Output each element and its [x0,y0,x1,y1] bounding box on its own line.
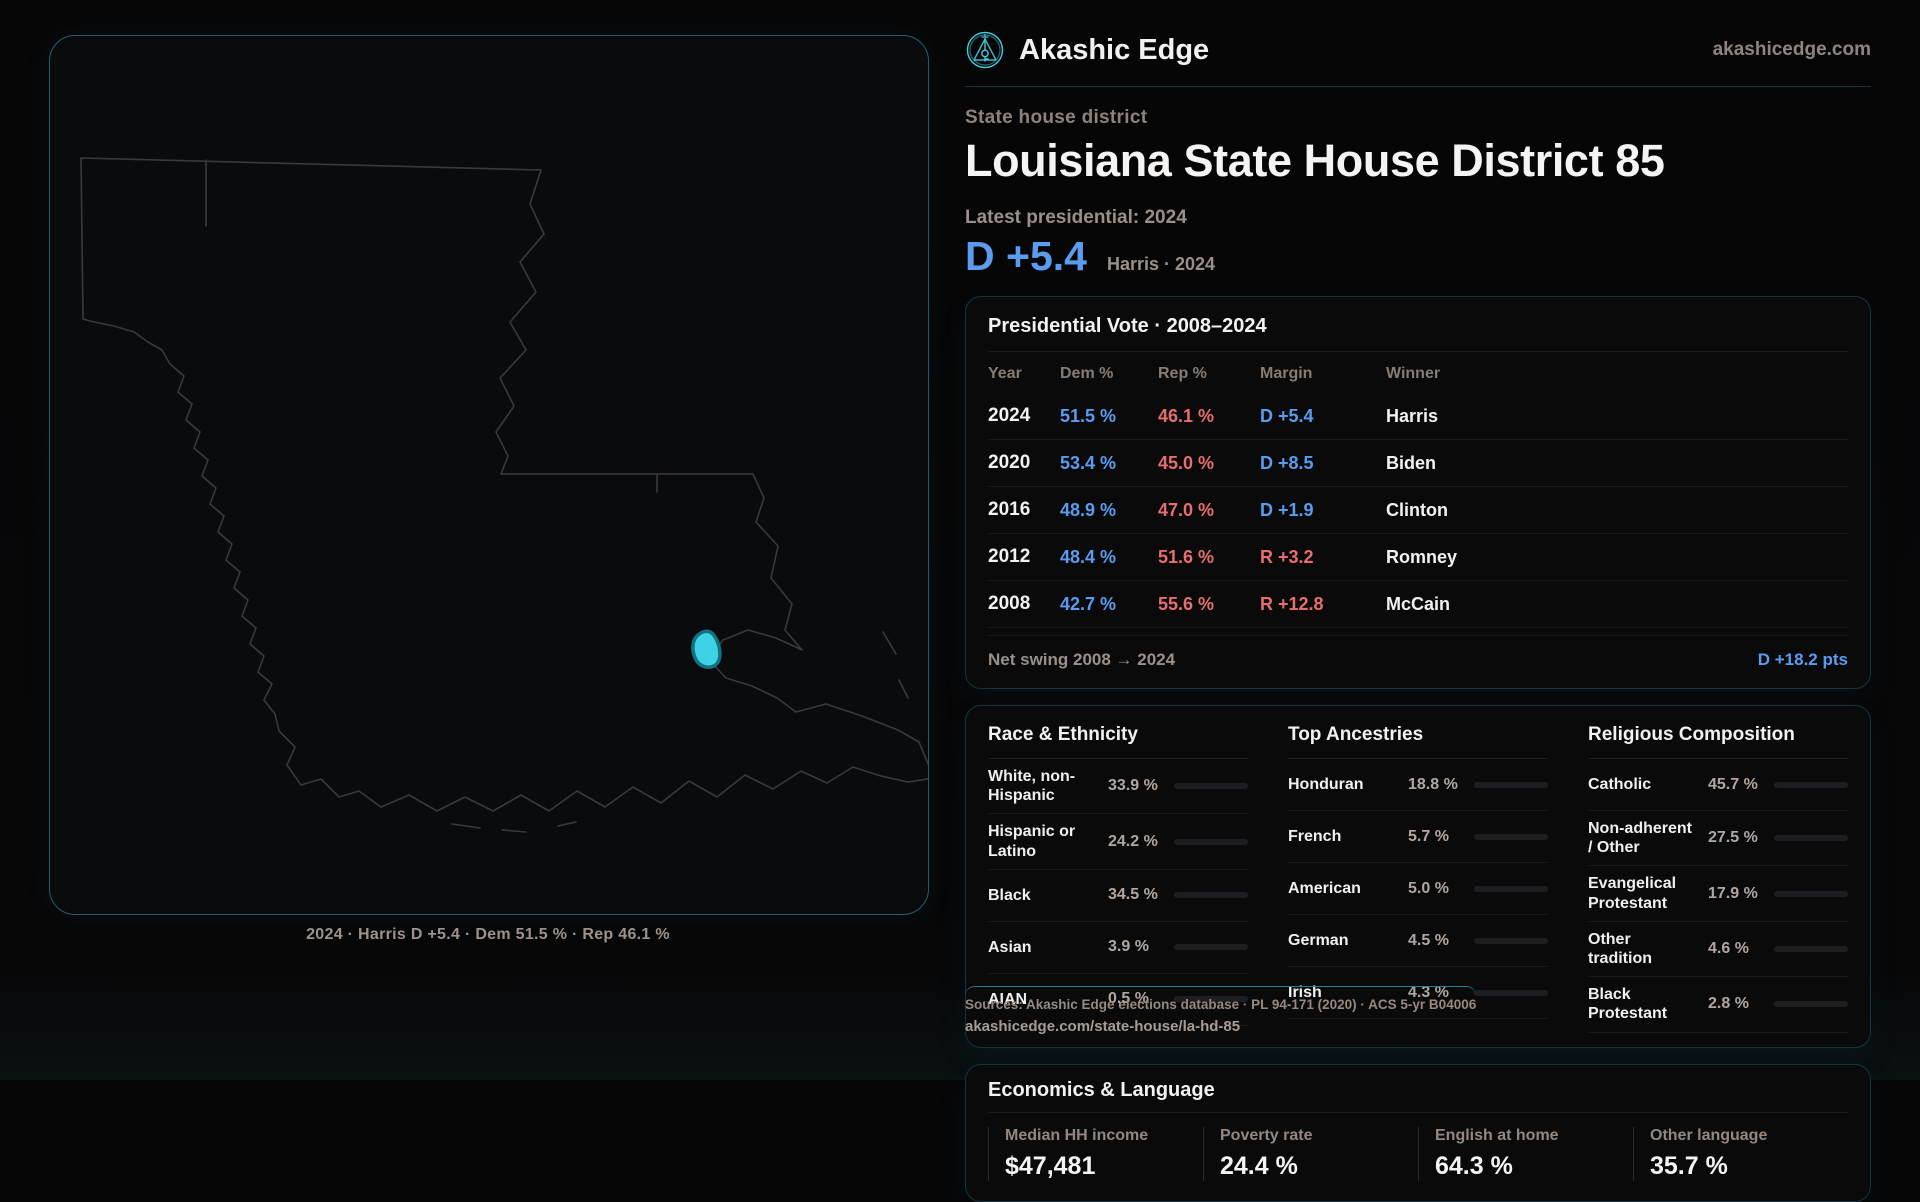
headline-margin: D +5.4 Harris · 2024 [965,233,1871,280]
mini-bar [1474,989,1548,996]
akashic-emblem-icon [966,31,1004,69]
net-swing-row: Net swing 2008 → 2024 D +18.2 pts [988,635,1848,670]
stat-row: American 5.0 % [1288,863,1548,915]
margin-value: D +5.4 [965,233,1087,279]
column-title: Top Ancestries [1288,724,1548,759]
table-row: 2020 53.4 % 45.0 % D +8.5 Biden [988,440,1848,487]
col-rep: Rep % [1158,365,1207,382]
table-row: 2016 48.9 % 47.0 % D +1.9 Clinton [988,487,1848,534]
stat-row: White, non-Hispanic 33.9 % [988,759,1248,815]
mini-bar [1174,996,1248,1003]
mini-bar [1474,781,1548,788]
stat-row: AIAN 0.5 % [988,974,1248,1026]
stat-row: Catholic 45.7 % [1588,759,1848,811]
religion-column: Religious Composition Catholic 45.7 % No… [1588,724,1848,1033]
stat-row: German 4.5 % [1288,915,1548,967]
mini-bar [1174,892,1248,899]
mini-bar [1774,1001,1848,1008]
barrier-islands [882,631,909,699]
stat-row: Irish 4.3 % [1288,967,1548,1019]
ancestries-column: Top Ancestries Honduran 18.8 % French 5.… [1288,724,1548,1033]
stat-block: Poverty rate 24.4 % [1203,1126,1418,1181]
economics-panel: Economics & Language Median HH income $4… [965,1063,1871,1202]
stat-row: Honduran 18.8 % [1288,759,1548,811]
stat-row: French 5.7 % [1288,811,1548,863]
net-swing-value: D +18.2 pts [1757,650,1848,669]
presidential-vote-panel: Presidential Vote · 2008–2024 Year Dem %… [965,296,1871,689]
mini-bar [1474,833,1548,840]
panel-title: Economics & Language [988,1079,1848,1113]
stat-row: Non-adherent / Other 27.5 % [1588,811,1848,867]
louisiana-map [80,157,928,833]
site-header: Akashic Edge akashicedge.com [965,30,1871,87]
stat-row: Asian 3.9 % [988,922,1248,974]
map-caption: 2024 · Harris D +5.4 · Dem 51.5 % · Rep … [306,926,670,943]
column-title: Race & Ethnicity [988,724,1248,759]
district-map-panel [49,35,929,915]
race-ethnicity-column: Race & Ethnicity White, non-Hispanic 33.… [988,724,1248,1033]
panel-title: Presidential Vote · 2008–2024 [988,315,1848,352]
col-dem: Dem % [1060,365,1114,382]
brand: Akashic Edge [965,30,1209,70]
column-title: Religious Composition [1588,724,1848,759]
col-year: Year [988,365,1022,382]
stat-row: Evangelical Protestant 17.9 % [1588,866,1848,922]
mini-bar [1174,783,1248,790]
table-row: 2008 42.7 % 55.6 % R +12.8 McCain [988,581,1848,628]
net-swing-label: Net swing 2008 → 2024 [988,650,1176,669]
stat-row: Black Protestant 2.8 % [1588,977,1848,1033]
latest-presidential-label: Latest presidential: 2024 [965,207,1187,228]
col-winner: Winner [1386,365,1441,382]
stat-row: Black 34.5 % [988,870,1248,922]
mini-bar [1174,838,1248,845]
stat-block: English at home 64.3 % [1418,1126,1633,1181]
district-highlight [691,629,722,669]
mini-bar [1474,937,1548,944]
table-row: 2012 48.4 % 51.6 % R +3.2 Romney [988,534,1848,581]
table-row: 2024 51.5 % 46.1 % D +5.4 Harris [988,393,1848,440]
eyebrow-label: State house district [965,107,1148,128]
col-margin: Margin [1260,365,1313,382]
brand-name: Akashic Edge [1019,33,1210,66]
state-outline [80,157,928,812]
mini-bar [1774,890,1848,897]
permalink[interactable]: akashicedge.com/state-house/la-hd-85 [965,1018,1241,1035]
stat-block: Other language 35.7 % [1633,1126,1848,1181]
margin-context: Harris · 2024 [1106,254,1216,274]
mini-bar [1474,885,1548,892]
mini-bar [1774,945,1848,952]
economics-stats: Median HH income $47,481 Poverty rate 24… [988,1126,1848,1181]
sources-footer: Sources: Akashic Edge elections database… [965,986,1477,1035]
page-title: Louisiana State House District 85 [965,135,1665,186]
stat-block: Median HH income $47,481 [988,1126,1203,1181]
demographics-panel: Race & Ethnicity White, non-Hispanic 33.… [965,705,1871,1048]
stat-row: Hispanic or Latino 24.2 % [988,814,1248,870]
mini-bar [1774,835,1848,842]
mini-bar [1774,781,1848,788]
stat-row: Other tradition 4.6 % [1588,922,1848,978]
mini-bar [1174,944,1248,951]
sources-line: Sources: Akashic Edge elections database… [965,997,1477,1012]
domain-link[interactable]: akashicedge.com [1712,39,1871,60]
coast-fragments [451,821,577,833]
table-header: Year Dem % Rep % Margin Winner [988,352,1848,393]
